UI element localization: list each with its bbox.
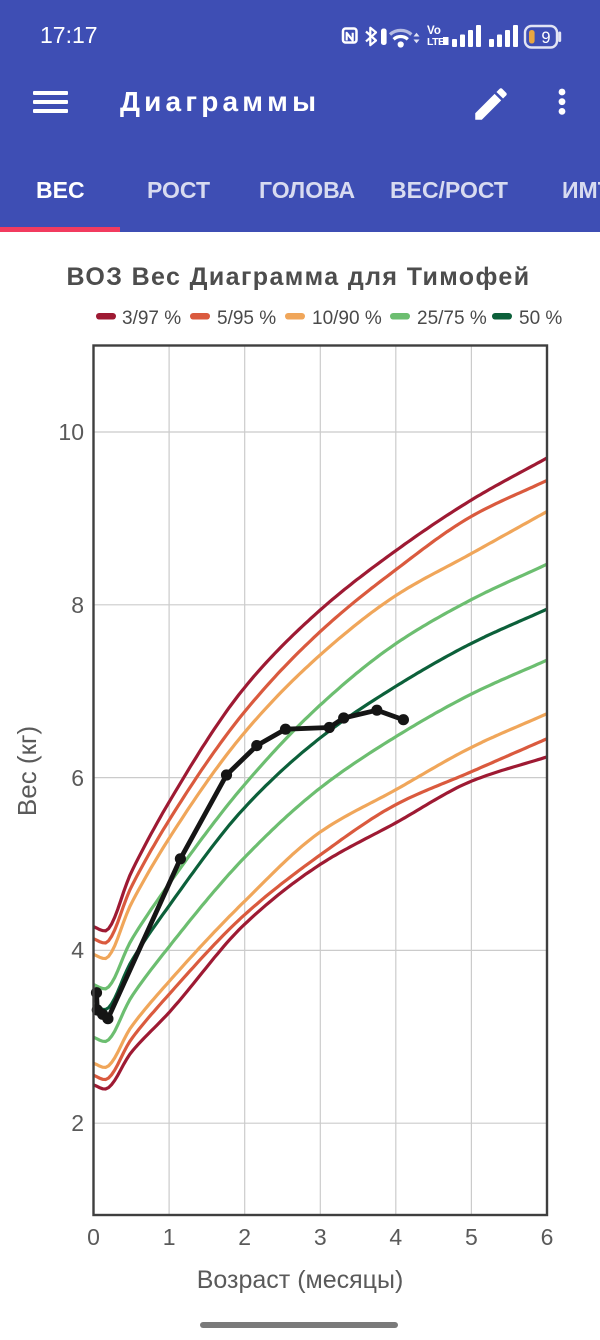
svg-text:25/75 %: 25/75 % <box>417 308 487 329</box>
svg-text:3/97 %: 3/97 % <box>122 308 181 329</box>
svg-text:3: 3 <box>314 1224 327 1250</box>
svg-text:6: 6 <box>541 1224 554 1250</box>
svg-text:0: 0 <box>87 1224 100 1250</box>
svg-text:Vo: Vo <box>427 25 441 37</box>
svg-text:4: 4 <box>71 937 84 963</box>
svg-text:1: 1 <box>163 1224 176 1250</box>
svg-text:10: 10 <box>58 419 84 445</box>
svg-text:2: 2 <box>71 1110 84 1136</box>
svg-text:Возраст (месяцы): Возраст (месяцы) <box>197 1266 404 1294</box>
svg-text:ВОЗ Вес Диаграмма для Тимофей: ВОЗ Вес Диаграмма для Тимофей <box>67 263 531 291</box>
svg-text:50 %: 50 % <box>519 308 562 329</box>
svg-text:LTE: LTE <box>427 36 445 48</box>
svg-text:4: 4 <box>389 1224 402 1250</box>
svg-text:8: 8 <box>71 592 84 618</box>
svg-text:2: 2 <box>238 1224 251 1250</box>
svg-text:Вес (кг): Вес (кг) <box>12 726 42 816</box>
svg-text:5/95 %: 5/95 % <box>217 308 276 329</box>
svg-text:6: 6 <box>71 765 84 791</box>
svg-text:10/90 %: 10/90 % <box>312 308 382 329</box>
svg-text:9: 9 <box>541 29 550 47</box>
svg-text:5: 5 <box>465 1224 478 1250</box>
